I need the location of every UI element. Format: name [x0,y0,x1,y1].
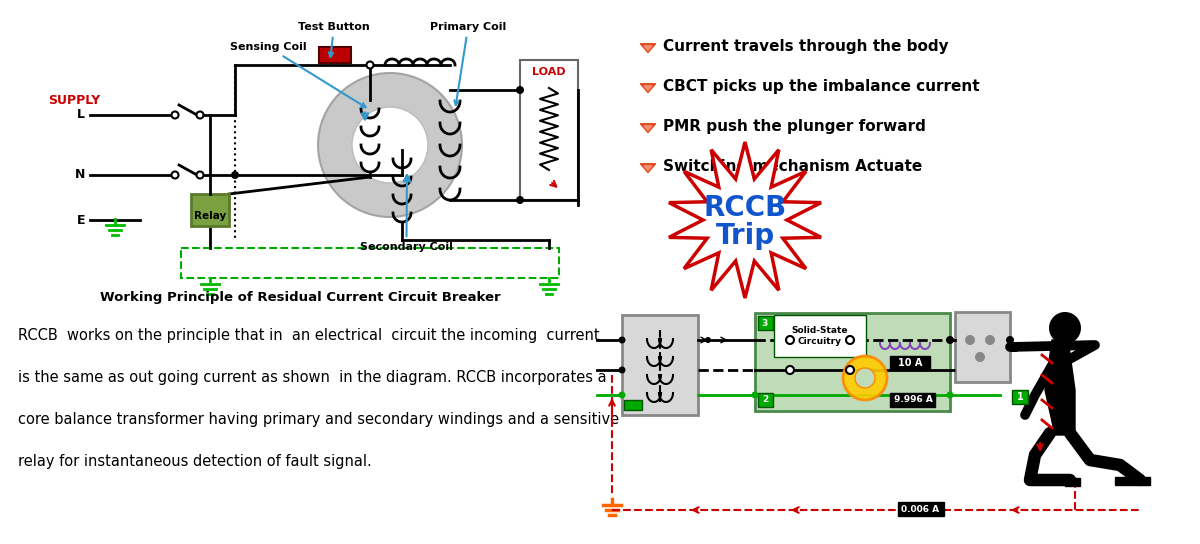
Polygon shape [1115,477,1150,485]
Text: Current travels through the body: Current travels through the body [662,40,949,54]
FancyBboxPatch shape [758,316,773,330]
Polygon shape [1066,478,1080,486]
Circle shape [318,73,462,217]
Polygon shape [641,44,655,53]
Text: Secondary Coil: Secondary Coil [360,175,452,252]
Circle shape [985,335,995,345]
Text: CBCT picks up the imbalance current: CBCT picks up the imbalance current [662,79,979,95]
Text: Primary Coil: Primary Coil [430,22,506,105]
FancyBboxPatch shape [755,313,950,411]
Text: E: E [77,213,85,226]
FancyBboxPatch shape [774,315,866,357]
Polygon shape [641,164,655,172]
Circle shape [516,196,524,204]
Circle shape [947,392,954,399]
Polygon shape [644,86,652,90]
Text: 2: 2 [762,395,768,405]
FancyBboxPatch shape [1012,390,1028,404]
Circle shape [197,171,204,178]
Circle shape [706,337,710,343]
Text: LOAD: LOAD [532,67,566,77]
Polygon shape [644,46,652,51]
Circle shape [366,61,373,69]
Circle shape [172,112,179,119]
Text: RCCB: RCCB [703,194,787,222]
Circle shape [230,171,239,179]
Circle shape [1006,336,1014,344]
Circle shape [965,335,974,345]
Text: relay for instantaneous detection of fault signal.: relay for instantaneous detection of fau… [18,454,372,469]
Text: N: N [74,169,85,182]
Circle shape [854,368,875,388]
Circle shape [1049,312,1081,344]
Circle shape [846,336,854,344]
Polygon shape [644,166,652,170]
Text: Relay: Relay [194,211,226,221]
Circle shape [974,352,985,362]
Circle shape [618,337,625,343]
Circle shape [352,107,428,183]
Circle shape [618,367,625,374]
Text: Test Button: Test Button [298,22,370,57]
Circle shape [786,336,794,344]
Text: is the same as out going current as shown  in the diagram. RCCB incorporates a: is the same as out going current as show… [18,370,607,385]
FancyBboxPatch shape [624,400,642,410]
Text: Trip: Trip [715,222,774,250]
FancyBboxPatch shape [890,393,935,407]
FancyBboxPatch shape [622,315,698,415]
Text: 3: 3 [762,318,768,327]
Text: 10 A: 10 A [898,358,922,368]
Text: Sensing Coil: Sensing Coil [230,42,366,107]
Text: core balance transformer having primary and secondary windings and a sensitive: core balance transformer having primary … [18,412,619,427]
FancyBboxPatch shape [319,47,352,63]
FancyBboxPatch shape [890,356,930,370]
Text: Solid-State
Circuitry: Solid-State Circuitry [792,326,848,345]
Circle shape [786,366,794,374]
FancyBboxPatch shape [758,393,773,407]
Circle shape [751,392,758,399]
FancyBboxPatch shape [898,502,944,516]
FancyBboxPatch shape [520,60,578,200]
Text: 0.006 A: 0.006 A [901,504,940,514]
Polygon shape [641,123,655,133]
Circle shape [516,86,524,94]
Polygon shape [641,84,655,92]
Text: SUPPLY: SUPPLY [48,94,101,107]
Circle shape [842,356,887,400]
Polygon shape [668,142,821,298]
Polygon shape [644,126,652,131]
Circle shape [172,171,179,178]
Text: 1: 1 [1016,392,1024,402]
FancyBboxPatch shape [191,194,229,226]
FancyBboxPatch shape [955,312,1010,382]
Circle shape [946,336,954,344]
Circle shape [197,112,204,119]
Text: 9.996 A: 9.996 A [894,395,932,405]
Circle shape [846,366,854,374]
Circle shape [618,392,625,399]
Text: RCCB  works on the principle that in  an electrical  circuit the incoming  curre: RCCB works on the principle that in an e… [18,328,600,343]
Text: Working Principle of Residual Current Circuit Breaker: Working Principle of Residual Current Ci… [100,292,500,305]
Polygon shape [1045,340,1075,435]
Text: PMR push the plunger forward: PMR push the plunger forward [662,120,926,134]
Text: L: L [77,108,85,121]
Text: Switching mechanism Actuate: Switching mechanism Actuate [662,159,923,175]
